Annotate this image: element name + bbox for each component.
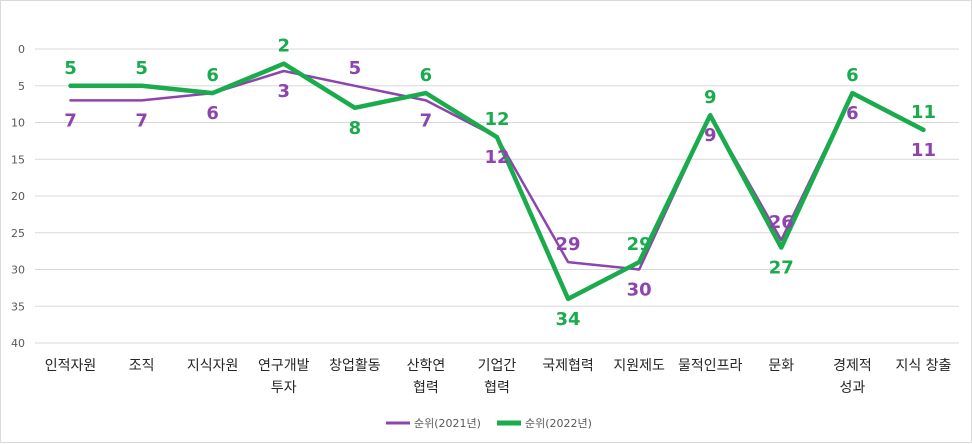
series-line-2022 <box>68 61 926 302</box>
data-label-2022: 29 <box>627 234 652 255</box>
x-tick-label: 연구개발 투자 <box>258 358 310 396</box>
data-label-2021: 7 <box>64 110 77 131</box>
data-label-2021: 7 <box>135 110 148 131</box>
data-labels: 7 7 6 3 5 7 12 29 30 9 26 6 11 5 5 6 2 8 6 12 34 29 9 27 6 11 <box>64 36 936 330</box>
data-label-2022: 11 <box>911 102 936 123</box>
x-tick-label: 지식 창출 <box>895 358 951 374</box>
data-label-2022: 5 <box>64 58 77 79</box>
data-label-2021: 11 <box>911 140 936 161</box>
x-tick-label: 지식자원 <box>187 358 239 374</box>
y-tick-label: 25 <box>11 227 25 240</box>
legend-label-2021: 순위(2021년) <box>414 417 481 430</box>
data-label-2021: 29 <box>556 234 581 255</box>
data-label-2021: 6 <box>206 103 219 124</box>
data-label-2021: 12 <box>484 147 509 168</box>
legend: 순위(2021년) 순위(2022년) <box>386 417 592 430</box>
x-tick-label: 기업간 협력 <box>478 358 517 396</box>
data-label-2022: 27 <box>769 257 794 278</box>
data-label-2022: 8 <box>349 118 362 139</box>
y-tick-label: 30 <box>11 264 25 277</box>
data-label-2021: 5 <box>349 58 362 79</box>
data-label-2021: 6 <box>846 103 859 124</box>
data-label-2022: 2 <box>278 36 291 57</box>
x-tick-label: 창업활동 <box>329 358 381 374</box>
data-label-2022: 6 <box>420 65 433 86</box>
data-label-2021: 9 <box>704 125 717 146</box>
data-label-2021: 3 <box>278 81 291 102</box>
data-label-2021: 30 <box>627 280 652 301</box>
series-line-2021 <box>69 69 925 271</box>
data-label-2022: 9 <box>704 87 717 108</box>
y-tick-label: 0 <box>18 43 25 56</box>
x-tick-label: 문화 <box>768 358 794 374</box>
y-tick-label: 20 <box>11 190 25 203</box>
data-label-2021: 7 <box>420 110 433 131</box>
data-label-2022: 34 <box>556 309 581 330</box>
data-label-2022: 6 <box>846 65 859 86</box>
data-label-2022: 5 <box>135 58 148 79</box>
x-tick-label: 지원제도 <box>613 358 665 374</box>
data-label-2022: 12 <box>484 109 509 130</box>
x-tick-label: 경제적 성과 <box>833 358 872 396</box>
x-tick-label: 물적인프라 <box>678 358 743 374</box>
y-tick-label: 40 <box>11 337 25 350</box>
y-tick-label: 5 <box>18 80 25 93</box>
legend-label-2022: 순위(2022년) <box>525 417 592 430</box>
x-axis: 인적자원 조직 지식자원 연구개발 투자 창업활동 산학연 협력 기업간 협력 국제협력 지원제도 물적… <box>45 358 952 396</box>
x-tick-label: 국제협력 <box>542 358 594 374</box>
data-label-2021: 26 <box>769 212 794 233</box>
data-label-2022: 6 <box>206 65 219 86</box>
x-tick-label: 산학연 협력 <box>407 358 446 396</box>
y-tick-label: 35 <box>11 300 25 313</box>
y-tick-label: 10 <box>11 117 25 130</box>
y-tick-label: 15 <box>11 153 25 166</box>
y-axis: 0 5 10 15 20 25 30 35 40 <box>11 43 25 350</box>
x-tick-label: 조직 <box>129 358 155 374</box>
x-tick-label: 인적자원 <box>45 358 97 374</box>
gridlines <box>35 48 959 344</box>
series-lines <box>68 61 926 302</box>
